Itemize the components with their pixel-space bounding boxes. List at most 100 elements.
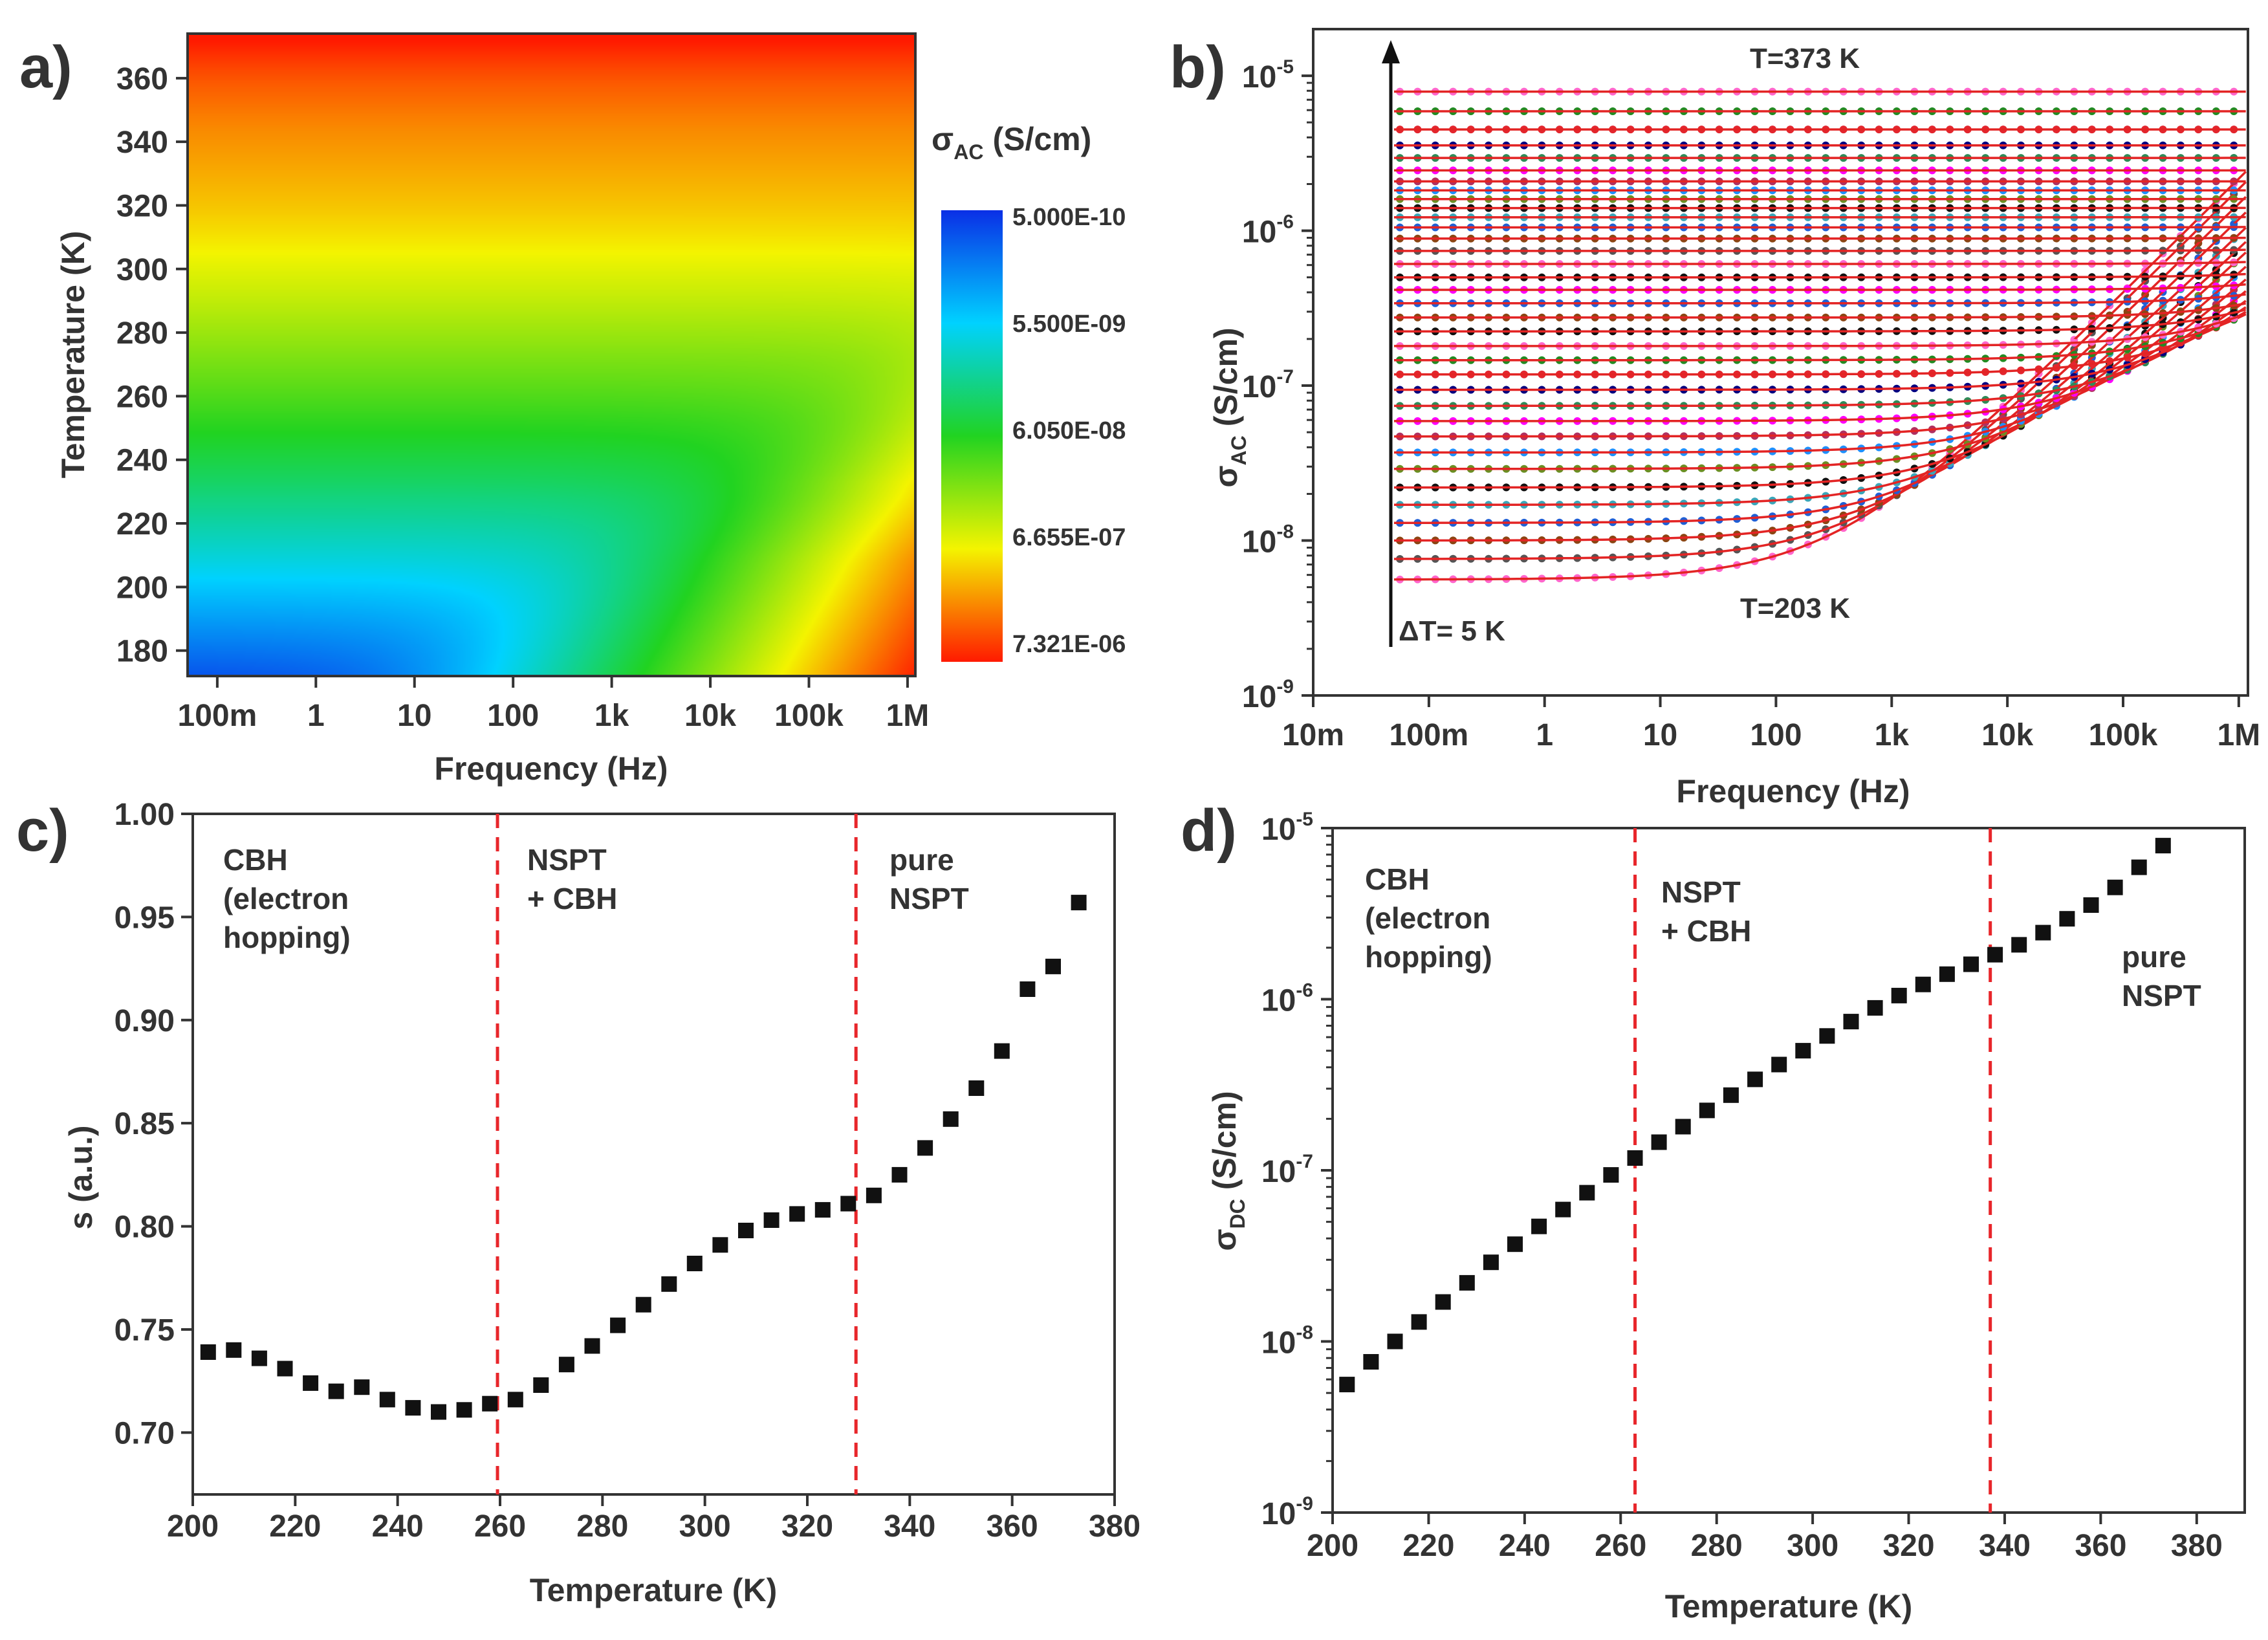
heatmap-x-tick-label: 10 xyxy=(397,699,431,733)
sigma-dc-point xyxy=(1579,1185,1595,1201)
sigma-dc-point xyxy=(1699,1102,1715,1119)
heatmap-x-tick-label: 10k xyxy=(684,699,736,733)
heatmap-x-tick-label: 100m xyxy=(178,699,257,733)
heatmap-y-tick-label: 260 xyxy=(116,380,168,414)
s-exponent-point xyxy=(507,1392,523,1408)
panel-b-x-tick-label: 100k xyxy=(2089,718,2158,752)
region-label: CBH xyxy=(1365,862,1430,896)
sigma-dc-point xyxy=(2107,879,2123,895)
panel-b-x-label: Frequency (Hz) xyxy=(1676,773,1910,809)
sigma-dc-point xyxy=(1915,976,1931,992)
panel-d-region-dividers xyxy=(1633,828,1992,1513)
fit-curve xyxy=(1394,311,2247,376)
s-exponent-point xyxy=(277,1361,293,1377)
heatmap-x-tick-label: 1M xyxy=(886,699,930,733)
panel-b-y-tick-label: 10-8 xyxy=(1242,521,1294,560)
sigma-dc-point xyxy=(1939,966,1955,982)
fit-curve xyxy=(1394,290,2247,422)
panel-d: d) 200 220 240 260 280 300 320 340 360 380 10-9 10-… xyxy=(1181,798,2246,1624)
fit-curve xyxy=(1394,308,2247,333)
sigma-dc-point xyxy=(2131,859,2147,875)
s-exponent-point xyxy=(558,1357,574,1373)
s-exponent-point xyxy=(584,1338,600,1354)
panel-c-region-labels: CBH (electron hopping) NSPT + CBH pure NSPT xyxy=(223,843,969,954)
panel-c-x-tick-label: 340 xyxy=(884,1509,935,1544)
panel-b-x-tick-label: 1k xyxy=(1875,718,1910,752)
sigma-dc-point xyxy=(1435,1294,1451,1310)
s-exponent-point xyxy=(891,1166,908,1183)
sigma-dc-point xyxy=(1555,1201,1571,1218)
sigma-dc-point xyxy=(1603,1167,1619,1183)
panel-d-x-label: Temperature (K) xyxy=(1665,1588,1912,1624)
sigma-dc-point xyxy=(1843,1014,1859,1030)
panel-d-y-tick-label: 10-8 xyxy=(1261,1322,1313,1361)
panel-b-y-tick-label: 10-5 xyxy=(1242,56,1294,94)
panel-c-x-tick-label: 280 xyxy=(576,1509,628,1544)
heatmap-y-tick-label: 360 xyxy=(116,62,168,96)
sigma-dc-point xyxy=(1891,987,1907,1003)
heatmap-x-label: Frequency (Hz) xyxy=(434,750,668,787)
annotation-bottom-temperature: T=203 K xyxy=(1740,593,1850,624)
s-exponent-point xyxy=(866,1187,882,1203)
colorbar-tick-label: 5.500E-09 xyxy=(1012,311,1126,338)
sigma-dc-point xyxy=(1339,1377,1355,1393)
region-label: hopping) xyxy=(223,921,351,954)
s-exponent-point xyxy=(379,1392,395,1408)
s-exponent-point xyxy=(814,1202,831,1218)
panel-b-x-tick-label: 1M xyxy=(2217,718,2260,752)
fit-curve xyxy=(1393,181,2247,560)
s-exponent-point xyxy=(1045,958,1061,974)
fit-curve xyxy=(1394,302,2247,319)
s-exponent-point xyxy=(303,1375,319,1391)
sigma-dc-point xyxy=(1387,1333,1403,1350)
panel-b-x-tick-label: 10m xyxy=(1282,718,1344,752)
panel-d-x-tick-label: 220 xyxy=(1402,1529,1454,1563)
s-exponent-point xyxy=(431,1404,446,1420)
colorbar-tick-label: 5.000E-10 xyxy=(1012,204,1126,231)
heatmap-y-tick-label: 240 xyxy=(116,444,168,478)
sigma-dc-point xyxy=(2035,924,2051,941)
sigma-dc-point xyxy=(2011,937,2027,953)
sigma-dc-point xyxy=(2155,838,2171,854)
region-label: NSPT xyxy=(2122,979,2201,1012)
delta-t-arrow-head xyxy=(1382,40,1400,63)
sigma-dc-point xyxy=(2083,897,2099,913)
sigma-dc-point xyxy=(1795,1043,1811,1059)
panel-d-x-tick-label: 200 xyxy=(1307,1529,1358,1563)
panel-d-label: d) xyxy=(1181,798,1237,864)
heatmap-y-tick-label: 180 xyxy=(116,635,168,669)
fit-curve xyxy=(1394,306,2247,391)
s-exponent-point xyxy=(1071,895,1087,911)
fit-curve xyxy=(1394,313,2247,362)
s-exponent-point xyxy=(661,1276,677,1292)
fit-curve xyxy=(1394,312,2247,347)
panel-c-label: c) xyxy=(16,798,69,864)
panel-d-y-tick-label: 10-9 xyxy=(1261,1493,1313,1531)
s-exponent-point xyxy=(482,1395,498,1412)
s-exponent-point xyxy=(763,1212,780,1228)
sigma-dc-point xyxy=(1747,1071,1763,1088)
colorbar-labels: 5.000E-10 5.500E-09 6.050E-08 6.655E-07 7.32… xyxy=(1012,204,1126,658)
s-exponent-point xyxy=(943,1111,959,1127)
panel-a-label: a) xyxy=(19,34,72,100)
region-label: pure xyxy=(2122,940,2186,974)
panel-c-frame xyxy=(191,813,1116,1496)
region-label: NSPT xyxy=(889,882,969,915)
sigma-dc-point xyxy=(1411,1314,1427,1330)
sigma-dc-point xyxy=(1771,1056,1787,1073)
heatmap-y-tick-label: 280 xyxy=(116,316,168,351)
panel-b-y-tick-label: 10-7 xyxy=(1242,366,1294,404)
fit-curve xyxy=(1394,226,2247,507)
fit-curve xyxy=(1394,236,2246,240)
panel-b: b) 10m 100m 1 10 100 1k 10k 100k 1M 10-9 10-8 10-7… xyxy=(1170,28,2260,809)
panel-c-x-tick-label: 260 xyxy=(474,1509,526,1544)
panel-c-y-tick-label: 0.90 xyxy=(114,1004,175,1038)
s-exponent-point xyxy=(251,1350,267,1366)
panel-d-x-tick-label: 340 xyxy=(1979,1529,2031,1563)
panel-c-x-tick-label: 240 xyxy=(372,1509,424,1544)
region-label: (electron xyxy=(223,882,349,915)
sigma-dc-point xyxy=(1483,1254,1499,1271)
sigma-dc-point xyxy=(1459,1274,1475,1291)
panel-d-x-tick-label: 360 xyxy=(2075,1529,2126,1563)
